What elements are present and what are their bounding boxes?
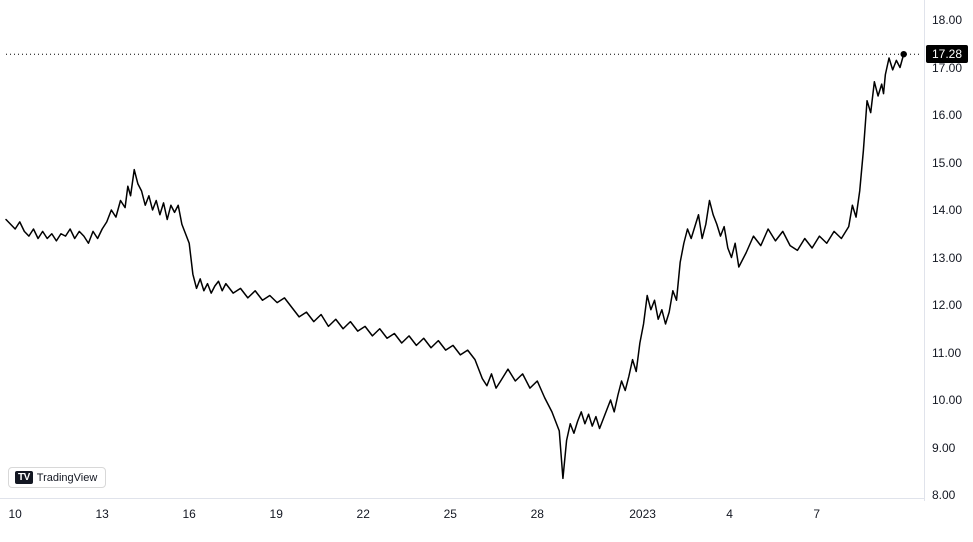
y-axis-label: 10.00 [932, 393, 962, 407]
y-axis-separator [924, 0, 925, 501]
x-axis-separator [0, 498, 924, 499]
x-axis-label: 28 [531, 507, 544, 521]
tradingview-logo-icon: TV [15, 471, 33, 484]
y-axis-label: 16.00 [932, 108, 962, 122]
x-axis-label: 22 [357, 507, 370, 521]
x-axis-label: 16 [183, 507, 196, 521]
x-axis-label: 7 [813, 507, 820, 521]
price-chart[interactable]: 17.28 TV TradingView 8.00 9.00 10.00 11.00 1… [0, 0, 973, 542]
y-axis-label: 14.00 [932, 203, 962, 217]
tradingview-watermark[interactable]: TV TradingView [8, 467, 106, 488]
x-axis-label: 10 [8, 507, 21, 521]
x-axis-label: 2023 [629, 507, 656, 521]
y-axis-label: 13.00 [932, 251, 962, 265]
last-price-dot-icon [900, 51, 906, 57]
last-price-value: 17.28 [932, 47, 962, 61]
price-line [6, 54, 904, 478]
y-axis-label: 9.00 [932, 441, 955, 455]
chart-svg [0, 0, 973, 542]
y-axis-label: 18.00 [932, 13, 962, 27]
y-axis-label: 15.00 [932, 156, 962, 170]
watermark-text: TradingView [37, 472, 98, 484]
y-axis-label: 12.00 [932, 298, 962, 312]
y-axis-label: 8.00 [932, 488, 955, 502]
x-axis-label: 4 [726, 507, 733, 521]
x-axis-label: 19 [270, 507, 283, 521]
y-axis-label: 17.00 [932, 61, 962, 75]
y-axis-label: 11.00 [932, 346, 961, 360]
x-axis-label: 13 [95, 507, 108, 521]
x-axis-label: 25 [444, 507, 457, 521]
